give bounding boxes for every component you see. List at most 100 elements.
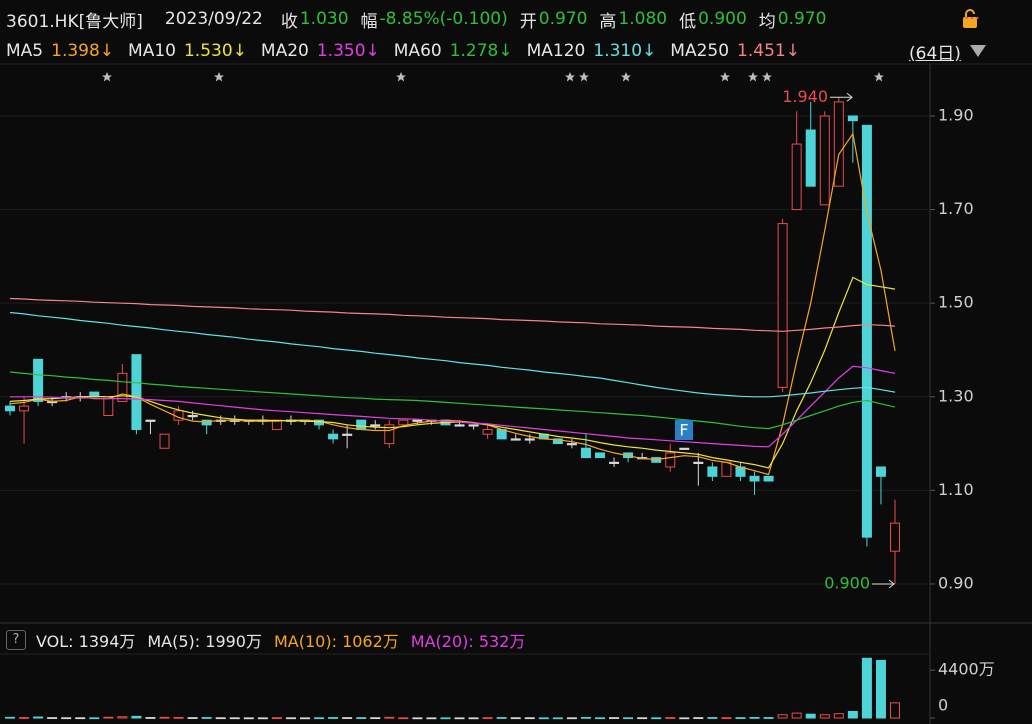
volume-bar [300,717,310,720]
volume-bar [861,657,872,719]
date: 2023/09/22 [164,9,263,29]
volume-bar [524,717,535,720]
ma-line [9,297,896,332]
volume-bar [679,717,690,720]
candle-body [328,433,339,440]
volume-bar [440,717,451,720]
candle-body [819,115,830,206]
candle-body [777,223,788,388]
volume-bar [707,717,718,719]
candle-body [875,466,886,477]
legend-name: MA5 [6,41,44,61]
candle-body [510,438,521,441]
legend-name: MA250 [670,41,730,61]
volume-bar [468,717,479,720]
volume-bar [5,716,15,719]
volume-bar [763,717,774,719]
legend-value: 1.278↓ [449,41,513,61]
volume-bar [805,713,816,719]
y-tick-label: 1.50 [938,293,974,312]
candle-body [5,405,15,412]
star [621,72,631,82]
candle-body [679,447,690,450]
volume-bar [89,717,100,720]
ma-line [9,371,896,430]
star [396,72,406,82]
volume-bar [454,717,465,720]
y-tick-label: 0 [938,696,948,715]
volume-bar [187,717,198,719]
star [748,72,758,82]
candles [5,97,900,584]
legend-value: 1.398↓ [51,41,115,61]
volume-bar [384,716,395,719]
volume-bar [47,717,58,719]
legend-name: MA20 [260,41,309,61]
field-value: 1.080 [618,9,668,29]
candle-body [145,419,156,422]
candle-body [33,358,44,402]
volume-bar [159,716,170,719]
lock-icon[interactable] [963,9,977,28]
help-button[interactable]: ? [6,630,26,650]
volume-bar [103,716,114,719]
annotation-arrowhead [846,92,853,102]
candle-body [791,143,802,211]
star [214,72,224,82]
volume-bar [117,716,128,719]
volume-bar [609,717,620,719]
candle-body [847,115,858,122]
symbol: 3601.HK[鲁大师] [6,11,143,32]
period-dropdown[interactable] [970,45,986,57]
volume-bar [229,717,240,720]
volume-bar [875,659,886,719]
candle-body [707,466,718,477]
volume-bar [201,717,212,719]
volume-bar [75,717,86,720]
indicator: MA(5): 1990万 [147,632,262,651]
candle-body [861,124,872,538]
candle-body [833,101,844,187]
y-tick-label: 4400万 [938,660,995,679]
candle-body [665,452,676,468]
volume-bar [61,717,72,720]
volume-bar [510,717,521,720]
volume-bar [271,717,282,719]
y-tick-label: 1.90 [938,105,974,124]
star [579,72,589,82]
y-tick-label: 0.90 [938,573,974,592]
volume-bar [847,710,858,719]
volume-bar [651,717,662,720]
field-value: -8.85%(-0.100) [379,9,508,29]
volume-bar [890,702,900,719]
volume-bar [426,717,437,720]
volume-bar [412,717,423,720]
volume-bar [19,717,30,719]
candle-body [131,354,142,431]
indicator: MA(20): 532万 [410,632,526,651]
volume-bar [356,717,367,719]
candle-body [187,414,198,418]
volume-bar [552,717,563,720]
ma-line [10,365,896,448]
volume-bar [314,717,325,720]
volume-bar [777,714,788,719]
candle-body [412,419,423,422]
ma-line [9,311,896,398]
volume-bar [538,717,549,720]
field-label: 均 [758,11,776,32]
legend-value: 1.451↓ [737,41,800,61]
indicator: MA(10): 1062万 [274,632,399,651]
field-value: 0.970 [777,9,827,29]
star [102,72,112,82]
legend-name: MA120 [526,41,586,61]
legend-value: 1.530↓ [183,41,247,61]
candle-body [370,424,381,427]
volume-bar [257,717,268,720]
volume-bar [819,714,830,719]
candle-body [524,438,535,441]
volume-bar [328,717,339,719]
volume-bar [243,717,254,720]
annotation-arrowhead [888,579,895,589]
